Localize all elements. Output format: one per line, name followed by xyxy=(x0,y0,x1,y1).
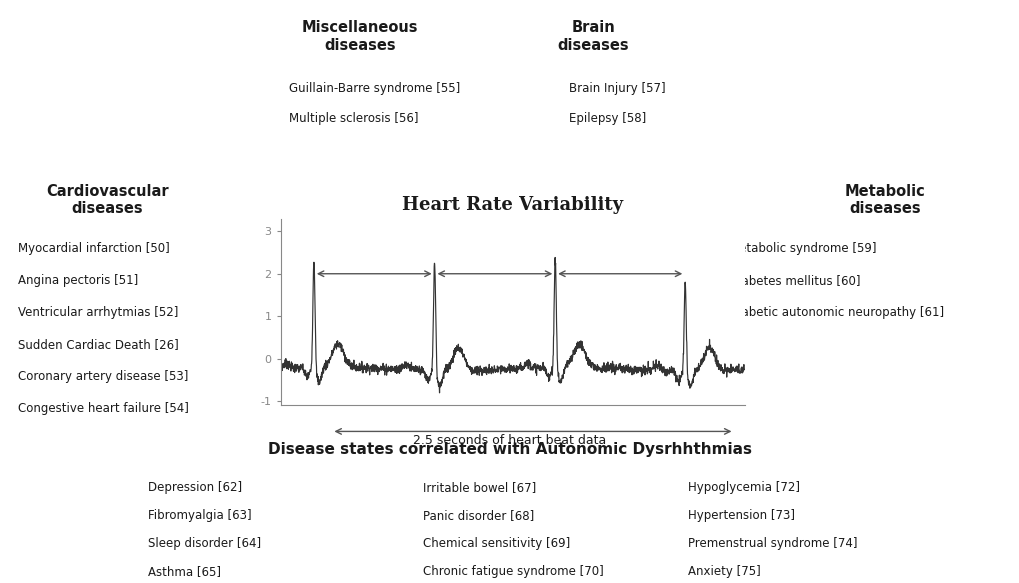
Text: Metabolic syndrome [59]: Metabolic syndrome [59] xyxy=(729,242,876,255)
Text: Diabetic autonomic neuropathy [61]: Diabetic autonomic neuropathy [61] xyxy=(729,306,944,319)
Text: Brain Injury [57]: Brain Injury [57] xyxy=(569,82,665,94)
Text: Brain
diseases: Brain diseases xyxy=(557,20,629,53)
Text: Epilepsy [58]: Epilepsy [58] xyxy=(569,112,646,125)
Text: Ventricular arrhytmias [52]: Ventricular arrhytmias [52] xyxy=(18,306,178,319)
Text: Hypertension [73]: Hypertension [73] xyxy=(688,509,795,522)
Text: Anxiety [75]: Anxiety [75] xyxy=(688,565,760,578)
Text: Angina pectoris [51]: Angina pectoris [51] xyxy=(18,274,139,287)
Text: Asthma [65]: Asthma [65] xyxy=(148,565,221,578)
Text: Chemical sensitivity [69]: Chemical sensitivity [69] xyxy=(423,537,570,550)
Title: Heart Rate Variability: Heart Rate Variability xyxy=(401,196,623,215)
Text: Congestive heart failure [54]: Congestive heart failure [54] xyxy=(18,402,190,415)
Text: Irritable bowel [67]: Irritable bowel [67] xyxy=(423,481,536,494)
Text: Miscellaneous
diseases: Miscellaneous diseases xyxy=(302,20,418,53)
Text: Metabolic
diseases: Metabolic diseases xyxy=(844,184,925,216)
Text: Premenstrual syndrome [74]: Premenstrual syndrome [74] xyxy=(688,537,857,550)
Text: Hypoglycemia [72]: Hypoglycemia [72] xyxy=(688,481,800,494)
Text: Diabetes mellitus [60]: Diabetes mellitus [60] xyxy=(729,274,860,287)
Text: Chronic fatigue syndrome [70]: Chronic fatigue syndrome [70] xyxy=(423,565,603,578)
Text: Panic disorder [68]: Panic disorder [68] xyxy=(423,509,534,522)
Text: Cardiovascular
diseases: Cardiovascular diseases xyxy=(46,184,168,216)
Text: Coronary artery disease [53]: Coronary artery disease [53] xyxy=(18,370,189,383)
Text: Depression [62]: Depression [62] xyxy=(148,481,242,494)
Text: Guillain-Barre syndrome [55]: Guillain-Barre syndrome [55] xyxy=(288,82,460,94)
Text: Myocardial infarction [50]: Myocardial infarction [50] xyxy=(18,242,170,255)
Text: Fibromyalgia [63]: Fibromyalgia [63] xyxy=(148,509,252,522)
Text: Multiple sclerosis [56]: Multiple sclerosis [56] xyxy=(288,112,418,125)
Text: Sleep disorder [64]: Sleep disorder [64] xyxy=(148,537,261,550)
Text: Disease states correlated with Autonomic Dysrhhthmias: Disease states correlated with Autonomic… xyxy=(268,442,751,457)
Text: 2.5 seconds of heart beat data: 2.5 seconds of heart beat data xyxy=(413,434,606,447)
Text: Sudden Cardiac Death [26]: Sudden Cardiac Death [26] xyxy=(18,338,179,351)
